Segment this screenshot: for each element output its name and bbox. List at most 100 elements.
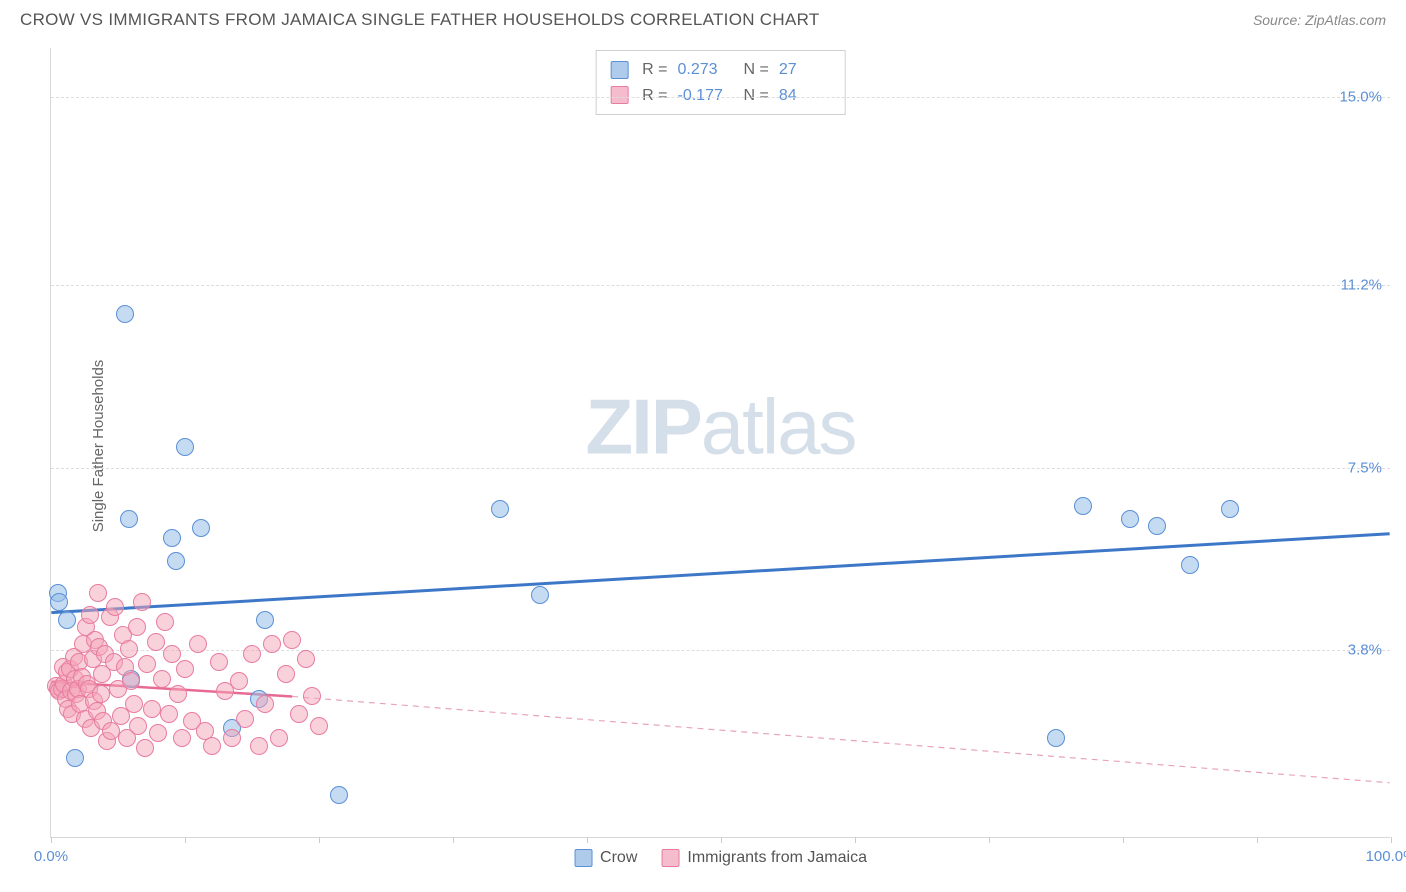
n-value: 27 [779,57,831,83]
chart-title: CROW VS IMMIGRANTS FROM JAMAICA SINGLE F… [20,10,820,30]
data-point [189,635,207,653]
data-point [160,705,178,723]
xtick [989,837,990,843]
r-label: R = [642,83,667,109]
gridline [51,285,1390,286]
data-point [122,672,140,690]
data-point [263,635,281,653]
data-point [153,670,171,688]
data-point [89,584,107,602]
data-point [169,685,187,703]
data-point [250,737,268,755]
n-value: 84 [779,83,831,109]
xtick [587,837,588,843]
swatch-blue [574,849,592,867]
swatch-pink [610,86,628,104]
swatch-pink [661,849,679,867]
data-point [277,665,295,683]
series-legend: Crow Immigrants from Jamaica [574,849,867,867]
gridline [51,97,1390,98]
data-point [106,598,124,616]
data-point [192,519,210,537]
legend-item: Immigrants from Jamaica [661,849,867,867]
xtick [1257,837,1258,843]
swatch-blue [610,61,628,79]
ytick-label: 7.5% [1348,459,1382,476]
data-point [136,739,154,757]
data-point [230,672,248,690]
data-point [156,613,174,631]
data-point [163,645,181,663]
legend-row: R = 0.273 N = 27 [610,57,831,83]
watermark: ZIPatlas [585,381,855,472]
ytick-label: 3.8% [1348,642,1382,659]
data-point [167,552,185,570]
data-point [1181,556,1199,574]
ytick-label: 15.0% [1339,89,1382,106]
n-label: N = [744,57,769,83]
gridline [51,468,1390,469]
data-point [128,618,146,636]
data-point [1047,729,1065,747]
data-point [1121,510,1139,528]
data-point [163,529,181,547]
data-point [58,611,76,629]
data-point [297,650,315,668]
data-point [176,660,194,678]
data-point [173,729,191,747]
data-point [120,510,138,528]
xtick-label: 100.0% [1366,848,1406,865]
data-point [223,729,241,747]
n-label: N = [744,83,769,109]
data-point [1221,500,1239,518]
data-point [491,500,509,518]
chart-source: Source: ZipAtlas.com [1253,12,1386,28]
data-point [1148,517,1166,535]
data-point [66,749,84,767]
xtick [855,837,856,843]
xtick-label: 0.0% [34,848,68,865]
data-point [81,606,99,624]
legend-item: Crow [574,849,637,867]
data-point [283,631,301,649]
legend-label: Crow [600,849,637,867]
data-point [203,737,221,755]
watermark-atlas: atlas [701,382,856,470]
data-point [50,593,68,611]
data-point [129,717,147,735]
data-point [149,724,167,742]
data-point [176,438,194,456]
data-point [310,717,328,735]
xtick [453,837,454,843]
data-point [116,305,134,323]
data-point [125,695,143,713]
xtick [51,837,52,843]
legend-label: Immigrants from Jamaica [687,849,867,867]
data-point [256,695,274,713]
ytick-label: 11.2% [1341,277,1382,294]
data-point [243,645,261,663]
r-value: 0.273 [678,57,730,83]
data-point [143,700,161,718]
legend-row: R = -0.177 N = 84 [610,83,831,109]
r-value: -0.177 [678,83,730,109]
xtick [721,837,722,843]
xtick [1391,837,1392,843]
data-point [133,593,151,611]
data-point [138,655,156,673]
scatter-chart: ZIPatlas R = 0.273 N = 27 R = -0.177 N =… [50,48,1390,838]
xtick [185,837,186,843]
chart-header: CROW VS IMMIGRANTS FROM JAMAICA SINGLE F… [0,0,1406,38]
data-point [210,653,228,671]
data-point [256,611,274,629]
r-label: R = [642,57,667,83]
watermark-zip: ZIP [585,382,700,470]
data-point [147,633,165,651]
data-point [290,705,308,723]
data-point [531,586,549,604]
data-point [1074,497,1092,515]
data-point [92,685,110,703]
data-point [303,687,321,705]
data-point [120,640,138,658]
data-point [330,786,348,804]
